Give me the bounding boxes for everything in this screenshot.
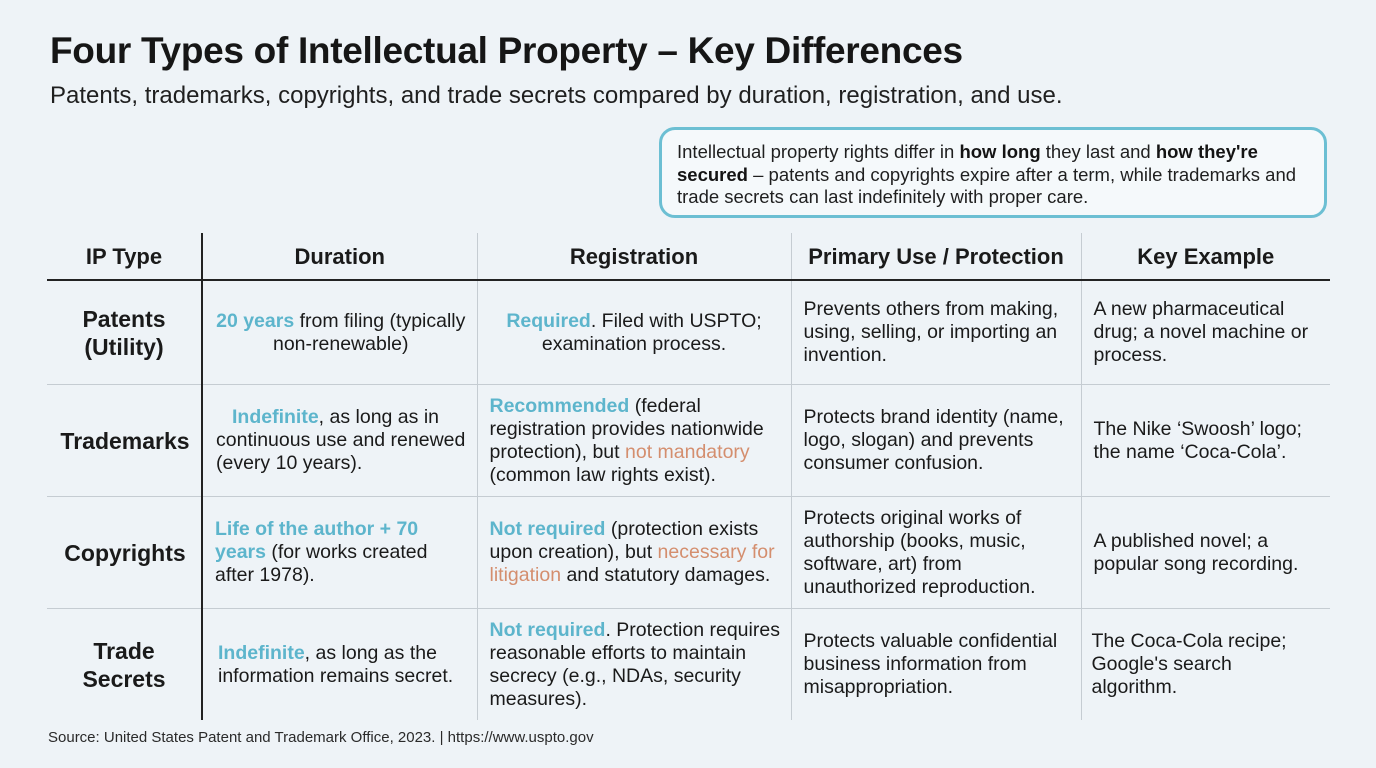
header-duration: Duration — [202, 233, 477, 281]
callout-text-3: – patents and copyrights expire after a … — [677, 163, 1297, 208]
callout-bold-2: how they're secured — [677, 141, 1258, 185]
registration-cell: Recommended (federal registration provid… — [476, 384, 791, 497]
duration-cell: Indefinite, as long as in continuous use… — [202, 384, 477, 497]
duration-cell: Indefinite, as long as the information r… — [202, 609, 477, 721]
source-footnote: Source: United States Patent and Tradema… — [48, 729, 594, 746]
duration-cell: Life of the author + 70 years (for works… — [202, 496, 477, 609]
table-header-row: IP Type Duration Registration Primary Us… — [47, 233, 1330, 281]
table-row: Trade Secrets Indefinite, as long as the… — [47, 608, 1330, 721]
callout-bold-1: how long — [959, 141, 1041, 162]
duration-highlight: Life of the author + 70 years — [215, 518, 419, 563]
header-registration: Registration — [476, 233, 791, 281]
table-row: Patents (Utility) 20 years from filing (… — [47, 280, 1330, 385]
ip-type-cell: Patents (Utility) — [47, 280, 203, 385]
table-row: Trademarks Indefinite, as long as in con… — [47, 384, 1330, 497]
example-cell: The Coca-Cola recipe; Google's search al… — [1080, 608, 1330, 720]
registration-text-end: (common law rights exist). — [489, 463, 716, 486]
duration-highlight: Indefinite — [232, 406, 319, 428]
registration-text: (protection exists upon creation), but — [489, 518, 759, 563]
registration-cell: Not required. Protection requires reason… — [476, 608, 791, 720]
registration-text: . Protection requires reasonable efforts… — [489, 618, 780, 710]
registration-text: (federal registration provides nationwid… — [489, 394, 764, 463]
registration-text-end: and statutory damages. — [561, 564, 771, 586]
header-ip-type: IP Type — [47, 233, 203, 281]
registration-cell: Required. Filed with USPTO; examination … — [476, 280, 791, 385]
registration-highlight: Not required — [489, 618, 606, 641]
registration-warning: necessary for litigation — [489, 541, 775, 586]
registration-warning: not mandatory — [625, 440, 750, 463]
duration-text: from filing (typically non-renewable) — [272, 309, 466, 355]
header-key-example: Key Example — [1080, 233, 1330, 281]
callout-text-2: they last and — [1040, 141, 1156, 162]
example-cell: A published novel; a popular song record… — [1080, 496, 1330, 609]
callout-text-1: Intellectual property rights differ in — [677, 141, 960, 162]
use-cell: Protects valuable confidential business … — [790, 608, 1081, 720]
registration-highlight: Recommended — [489, 394, 630, 417]
use-cell: Protects original works of authorship (b… — [790, 496, 1081, 609]
duration-highlight: Indefinite — [218, 641, 305, 664]
use-cell: Protects brand identity (name, logo, slo… — [790, 384, 1081, 497]
ip-type-cell: Trademarks — [47, 384, 203, 497]
page-title: Four Types of Intellectual Property – Ke… — [50, 30, 963, 71]
page-subtitle: Patents, trademarks, copyrights, and tra… — [50, 82, 1063, 109]
registration-highlight: Not required — [489, 518, 606, 540]
registration-text: . Filed with USPTO; examination process. — [541, 309, 762, 355]
ip-type-cell: Trade Secrets — [47, 608, 203, 720]
duration-text: , as long as in continuous use and renew… — [216, 406, 466, 474]
summary-callout: Intellectual property rights differ in h… — [659, 127, 1327, 218]
example-cell: A new pharmaceutical drug; a novel machi… — [1080, 280, 1330, 385]
use-cell: Prevents others from making, using, sell… — [790, 280, 1081, 385]
duration-text: (for works created after 1978). — [215, 541, 428, 586]
registration-cell: Not required (protection exists upon cre… — [476, 496, 791, 609]
ip-type-cell: Copyrights — [47, 496, 203, 609]
duration-cell: 20 years from filing (typically non-rene… — [202, 280, 477, 385]
ip-comparison-table: IP Type Duration Registration Primary Us… — [47, 233, 1330, 720]
duration-text: , as long as the information remains sec… — [218, 641, 454, 687]
header-primary-use: Primary Use / Protection — [790, 233, 1081, 281]
registration-highlight: Required — [506, 309, 591, 332]
example-cell: The Nike ‘Swoosh’ logo; the name ‘Coca-C… — [1080, 384, 1330, 497]
duration-highlight: 20 years — [216, 309, 295, 332]
table-row: Copyrights Life of the author + 70 years… — [47, 496, 1330, 609]
